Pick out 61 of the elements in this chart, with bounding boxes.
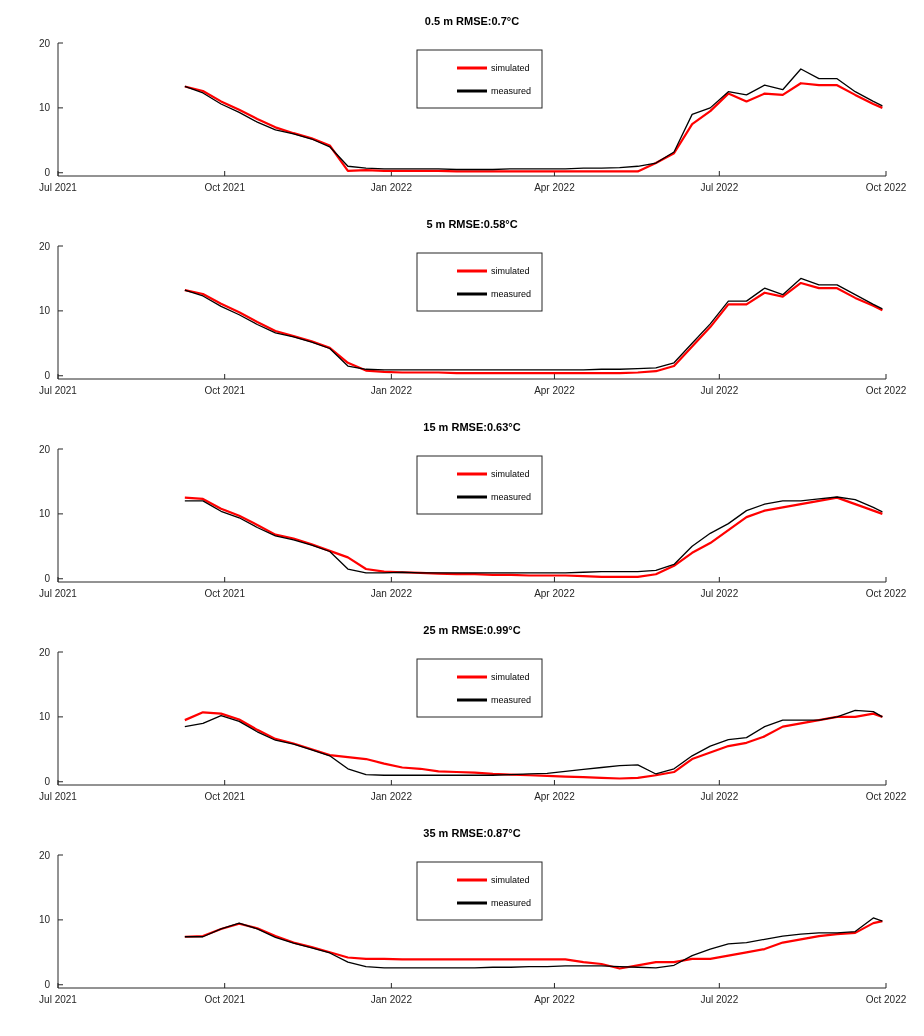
x-tick-label: Jul 2021 xyxy=(39,994,78,1005)
y-tick-label: 20 xyxy=(38,443,51,455)
y-tick-label: 20 xyxy=(38,646,51,658)
x-tick-label: Jul 2022 xyxy=(700,182,739,193)
chart-title: 35 m RMSE:0.87°C xyxy=(423,827,521,839)
y-tick-label: 0 xyxy=(44,573,51,585)
legend-label: measured xyxy=(491,695,532,706)
x-tick-label: Apr 2022 xyxy=(534,791,576,802)
x-tick-label: Jul 2022 xyxy=(700,791,739,802)
x-tick-label: Jul 2021 xyxy=(39,182,78,193)
legend-label: measured xyxy=(491,289,532,300)
y-tick-label: 10 xyxy=(38,914,51,926)
x-tick-label: Apr 2022 xyxy=(534,994,576,1005)
y-tick-label: 10 xyxy=(38,102,51,114)
x-tick-label: Oct 2022 xyxy=(865,791,907,802)
x-tick-label: Apr 2022 xyxy=(534,182,576,193)
y-tick-label: 10 xyxy=(38,711,51,723)
y-tick-label: 0 xyxy=(44,167,51,179)
legend-label: simulated xyxy=(491,63,530,74)
legend-label: measured xyxy=(491,898,532,909)
x-tick-label: Jul 2022 xyxy=(700,385,739,396)
x-tick-label: Jan 2022 xyxy=(370,994,413,1005)
x-tick-label: Jul 2021 xyxy=(39,385,78,396)
x-tick-label: Oct 2022 xyxy=(865,588,907,599)
x-tick-label: Oct 2022 xyxy=(865,994,907,1005)
x-tick-label: Jul 2022 xyxy=(700,588,739,599)
legend-label: simulated xyxy=(491,875,530,886)
y-tick-label: 0 xyxy=(44,979,51,991)
y-tick-label: 10 xyxy=(38,305,51,317)
legend-label: simulated xyxy=(491,672,530,683)
x-tick-label: Jul 2021 xyxy=(39,588,78,599)
x-tick-label: Oct 2021 xyxy=(204,994,246,1005)
x-tick-label: Jul 2022 xyxy=(700,994,739,1005)
chart-title: 25 m RMSE:0.99°C xyxy=(423,624,521,636)
y-tick-label: 10 xyxy=(38,508,51,520)
legend-label: measured xyxy=(491,492,532,503)
legend-label: simulated xyxy=(491,266,530,277)
x-tick-label: Oct 2022 xyxy=(865,385,907,396)
x-tick-label: Oct 2022 xyxy=(865,182,907,193)
line-series xyxy=(183,82,884,173)
x-tick-label: Oct 2021 xyxy=(204,588,246,599)
chart-title: 15 m RMSE:0.63°C xyxy=(423,421,521,433)
y-tick-label: 20 xyxy=(38,37,51,49)
x-tick-label: Apr 2022 xyxy=(534,588,576,599)
x-tick-label: Apr 2022 xyxy=(534,385,576,396)
x-tick-label: Oct 2021 xyxy=(204,182,246,193)
y-tick-label: 0 xyxy=(44,776,51,788)
y-tick-label: 0 xyxy=(44,370,51,382)
x-tick-label: Jan 2022 xyxy=(370,791,413,802)
legend-label: simulated xyxy=(491,469,530,480)
x-tick-label: Oct 2021 xyxy=(204,791,246,802)
x-tick-label: Jan 2022 xyxy=(370,182,413,193)
chart-title: 0.5 m RMSE:0.7°C xyxy=(424,15,520,27)
x-tick-label: Jan 2022 xyxy=(370,588,413,599)
y-tick-label: 20 xyxy=(38,849,51,861)
legend-label: measured xyxy=(491,86,532,97)
x-tick-label: Oct 2021 xyxy=(204,385,246,396)
y-tick-label: 20 xyxy=(38,240,51,252)
x-tick-label: Jan 2022 xyxy=(370,385,413,396)
x-tick-label: Jul 2021 xyxy=(39,791,78,802)
chart-title: 5 m RMSE:0.58°C xyxy=(426,218,518,230)
